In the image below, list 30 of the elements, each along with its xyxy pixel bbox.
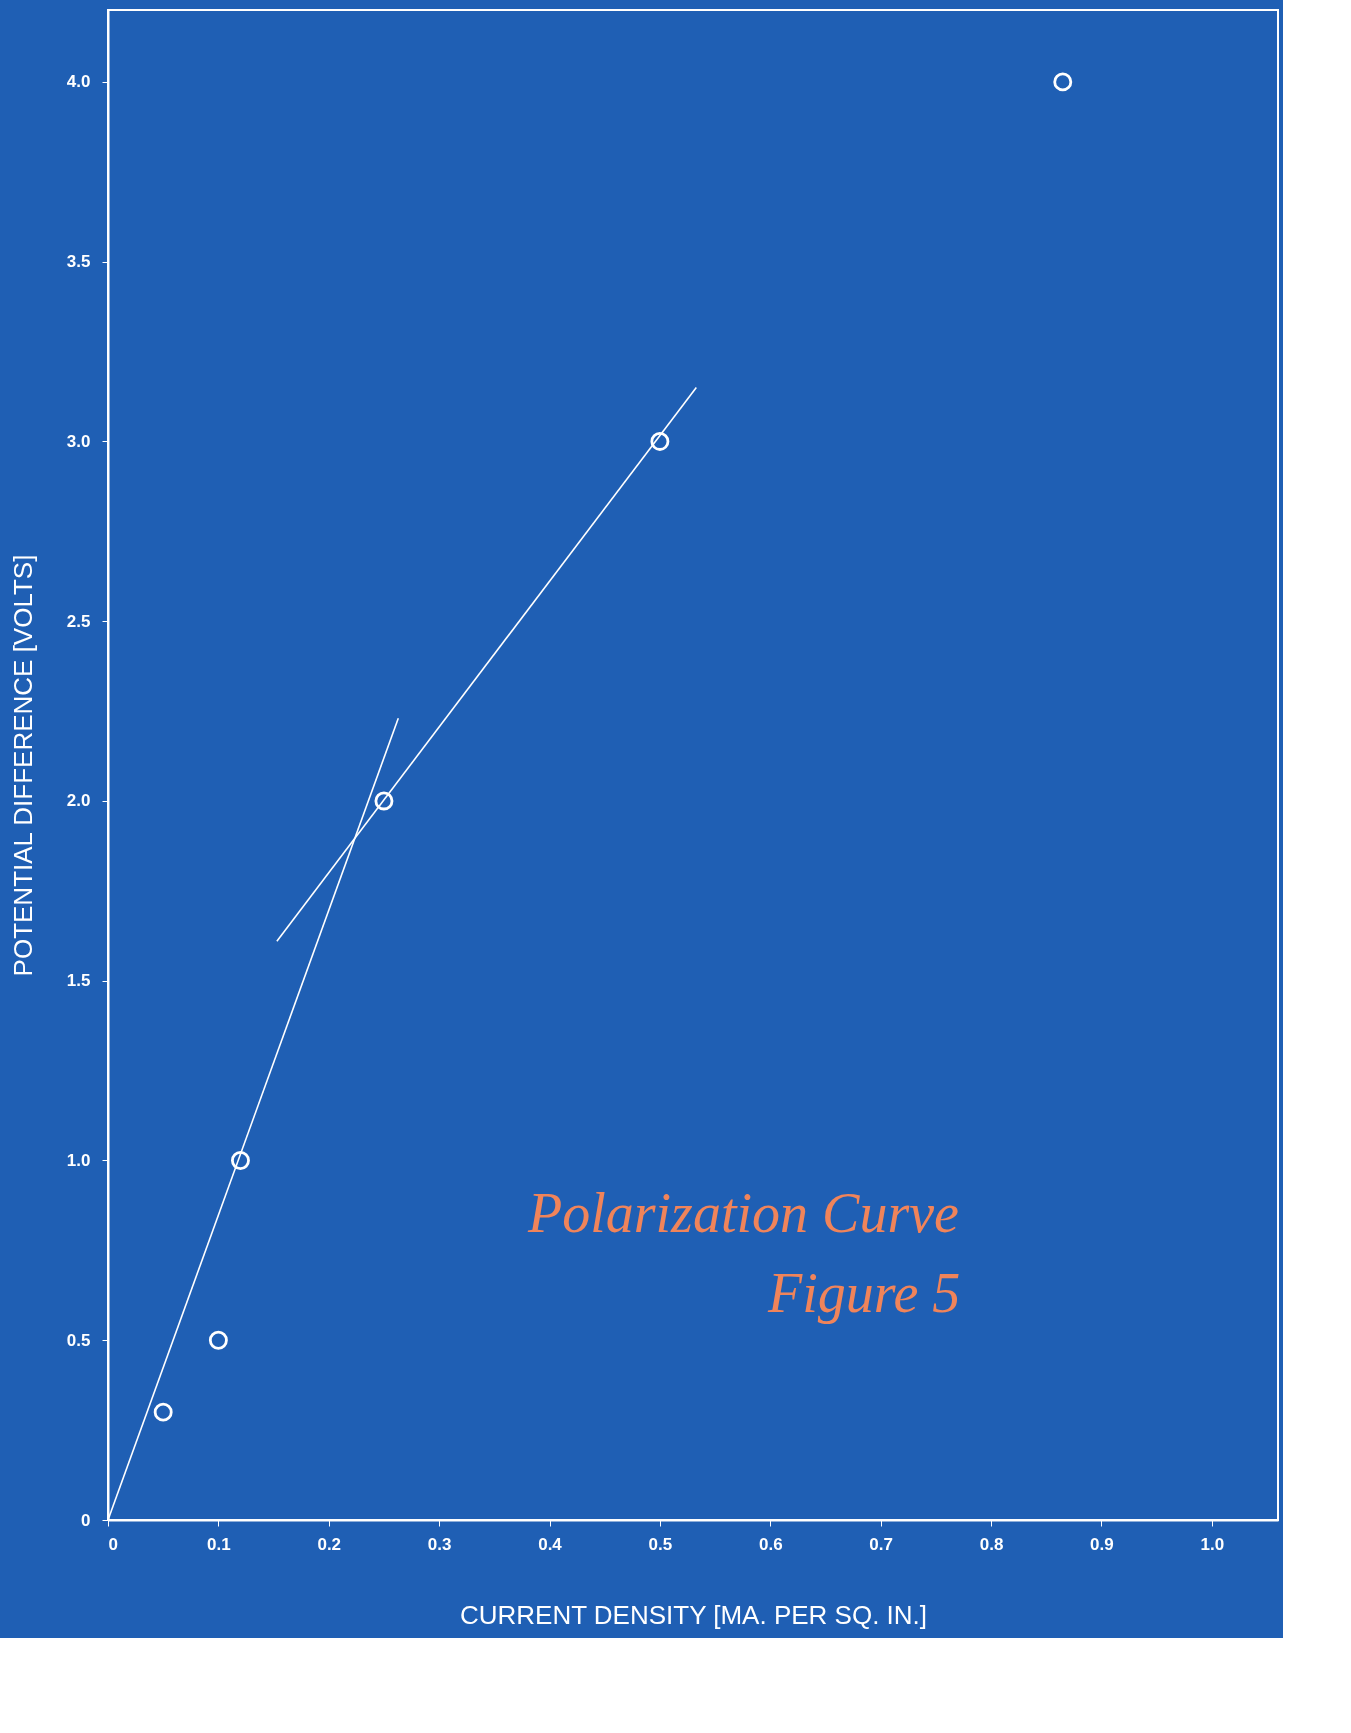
y-tick-label: 2.0	[66, 791, 91, 811]
point	[208, 1330, 228, 1350]
x-tick-label: 0.4	[538, 1534, 563, 1554]
point	[153, 1402, 173, 1422]
y-tick-label: 2.5	[66, 611, 91, 631]
x-tick-label: 0.7	[869, 1534, 893, 1554]
x-tick-label: 0.5	[648, 1534, 673, 1554]
y-tick-label: 3.0	[66, 431, 91, 451]
y-tick-label: 4.0	[66, 72, 91, 92]
annotation: Polarization Curve	[527, 1182, 959, 1244]
x-tick-label: 0.6	[758, 1534, 783, 1554]
y-axis-title: POTENTIAL DIFFERENCE [VOLTS]	[7, 554, 38, 977]
x-tick-label: 0.9	[1090, 1534, 1114, 1554]
y-tick-label: 1.0	[66, 1150, 91, 1170]
x-tick-label: 1.0	[1200, 1534, 1225, 1554]
y-tick-label: 1.5	[66, 971, 91, 991]
point	[650, 431, 670, 451]
point	[1053, 72, 1073, 92]
y-tick-label: 3.5	[66, 252, 91, 272]
x-tick-label: 0.8	[979, 1534, 1004, 1554]
y-tick-label: 0	[81, 1510, 91, 1530]
x-tick-label: 0	[108, 1534, 118, 1554]
x-axis-title: CURRENT DENSITY [MA. PER SQ. IN.]	[459, 1599, 928, 1630]
point	[230, 1151, 250, 1170]
y-tick-label: 0.5	[66, 1330, 91, 1350]
x-tick-label: 0.1	[207, 1534, 231, 1554]
x-tick-label: 0.2	[317, 1534, 342, 1554]
point	[374, 791, 394, 811]
x-tick-label: 0.3	[427, 1534, 452, 1554]
annotation: Figure 5	[767, 1262, 961, 1324]
